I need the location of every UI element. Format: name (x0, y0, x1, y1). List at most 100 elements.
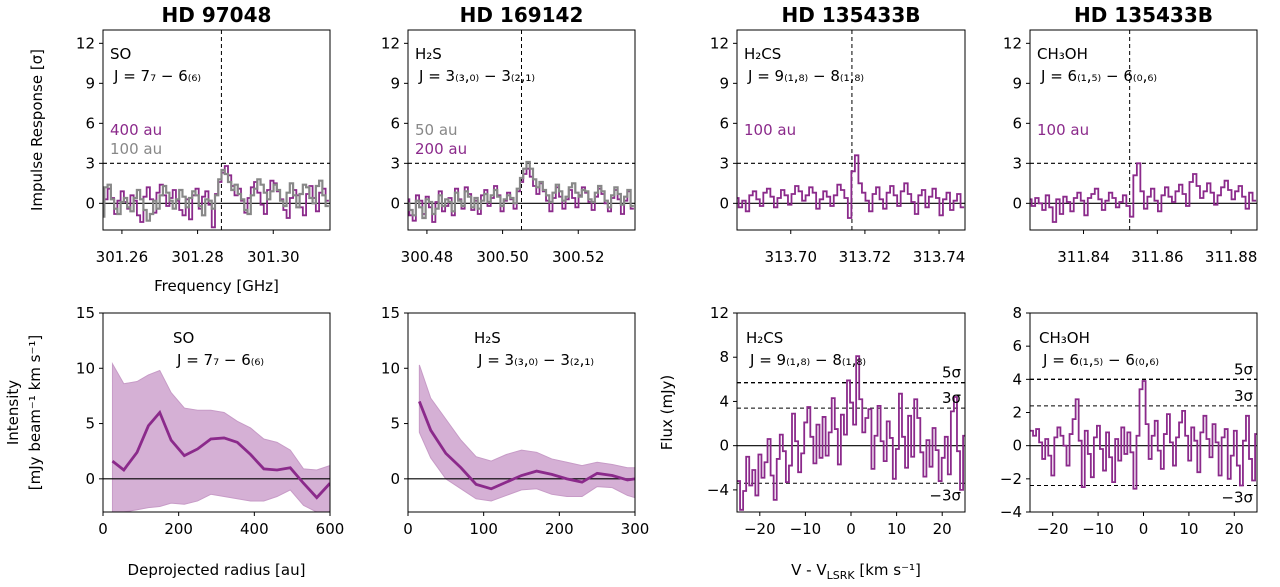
x-tick-label: 311.84 (1057, 248, 1110, 266)
y-tick-label: 0 (719, 437, 729, 455)
series-100-au (1030, 162, 1257, 223)
x-axis-label-sub: LSRK (827, 569, 856, 582)
panel-title: HD 135433B (781, 3, 920, 27)
x-tick-label: 301.28 (171, 248, 224, 266)
x-axis-label-unit: [km s⁻¹] (855, 561, 921, 579)
sigma-label: 5σ (1234, 360, 1254, 378)
molecule-label: CH₃OH (1037, 45, 1088, 63)
plot-area (103, 30, 330, 230)
x-tick-label: 20 (933, 520, 952, 538)
x-tick-label: −20 (744, 520, 776, 538)
x-tick-label: −20 (1037, 520, 1069, 538)
axes-frame (102, 312, 331, 513)
series-100-au (737, 154, 965, 219)
y-tick-label: 0 (85, 194, 95, 212)
x-tick-label: 200 (545, 520, 574, 538)
axes-frame (736, 29, 966, 231)
x-tick-label: 300 (621, 520, 650, 538)
x-tick-label: 313.72 (839, 248, 892, 266)
x-tick-label: −10 (1082, 520, 1114, 538)
x-tick-label: 10 (887, 520, 906, 538)
y-tick-label: −4 (707, 481, 729, 499)
panel-top-3: HD 135433B 0 3 6 9 12 313.70 313.72 313.74 H₂CS J … (710, 3, 966, 266)
x-tick-label: 0 (846, 520, 856, 538)
aperture-label: 100 au (744, 121, 796, 139)
x-axis-label: Deprojected radius [au] (128, 561, 306, 579)
plot-area (737, 355, 965, 511)
y-tick-label: 9 (85, 74, 95, 92)
x-tick-label: 10 (1179, 520, 1198, 538)
transition-label: J = 6₍₁,₅₎ − 6₍₀,₆₎ (1040, 67, 1157, 85)
transition-label: J = 9₍₁,₈₎ − 8₍₁,₈₎ (749, 351, 866, 369)
x-tick-label: 200 (164, 520, 193, 538)
panel-bot-1: 0 5 10 15 0 200 400 600 SO J = 7₇ − 6₍₆₎ Deproject… (4, 304, 344, 579)
y-axis-label: Flux (mJy) (658, 375, 676, 451)
panel-title: HD 169142 (460, 3, 584, 27)
y-tick-label: 15 (381, 304, 400, 322)
x-tick-label: 300.48 (401, 248, 454, 266)
axes-frame (407, 29, 636, 231)
y-tick-label: 10 (381, 359, 400, 377)
axes-frame (407, 312, 636, 513)
y-tick-label: 6 (1012, 337, 1022, 355)
x-tick-label: 300.52 (552, 248, 605, 266)
axes-frame (1029, 29, 1258, 231)
transition-label: J = 6₍₁,₅₎ − 6₍₀,₆₎ (1042, 351, 1159, 369)
y-axis-label: Intensity (4, 380, 22, 445)
y-tick-label: 10 (76, 359, 95, 377)
panel-title: HD 97048 (162, 3, 272, 27)
plot-area (103, 361, 330, 512)
transition-label: J = 7₇ − 6₍₆₎ (176, 351, 264, 369)
y-tick-label: 12 (76, 34, 95, 52)
series-400-au (103, 165, 329, 229)
transition-label: J = 3₍₃,₀₎ − 3₍₂,₁₎ (477, 351, 594, 369)
plot-area (737, 30, 965, 230)
x-tick-label: 0 (1139, 520, 1149, 538)
panel-top-1: HD 97048 0 3 6 9 12 301.26 301.28 301.30 SO J = 7₇… (28, 3, 331, 295)
y-tick-label: 6 (1012, 114, 1022, 132)
transition-label: J = 9₍₁,₈₎ − 8₍₁,₈₎ (747, 67, 864, 85)
molecule-label: H₂S (474, 329, 501, 347)
y-tick-label: 3 (719, 154, 729, 172)
series-100-au (103, 168, 329, 222)
y-tick-label: 0 (390, 194, 400, 212)
y-tick-label: 12 (381, 34, 400, 52)
x-tick-label: 400 (240, 520, 269, 538)
sigma-label: 3σ (1234, 387, 1254, 405)
sigma-label: −3σ (1221, 488, 1253, 506)
x-tick-label: 100 (469, 520, 498, 538)
x-tick-label: 301.26 (96, 248, 149, 266)
y-axis-label: Impulse Response [σ] (28, 49, 46, 211)
x-tick-label: 313.70 (765, 248, 818, 266)
x-tick-label: 0 (403, 520, 413, 538)
sigma-label: 5σ (942, 364, 962, 382)
y-tick-label: −4 (1000, 503, 1022, 521)
panel-bot-2: 0 5 10 15 0 100 200 300 H₂S J = 3₍₃,₀₎ − 3₍₂,₁₎ (381, 304, 649, 538)
molecule-label: H₂CS (744, 45, 781, 63)
y-tick-label: 9 (1012, 74, 1022, 92)
x-tick-label: 313.74 (913, 248, 966, 266)
panel-title: HD 135433B (1074, 3, 1213, 27)
y-tick-label: 0 (390, 470, 400, 488)
molecule-label: CH₃OH (1039, 329, 1090, 347)
aperture-label: 400 au (110, 121, 162, 139)
molecule-label: SO (173, 329, 194, 347)
x-axis-label-main: V - V (791, 561, 827, 579)
y-tick-label: 3 (390, 154, 400, 172)
x-tick-label: −10 (790, 520, 822, 538)
y-tick-label: 6 (85, 114, 95, 132)
series-flux (737, 355, 965, 511)
series-50-au (408, 160, 634, 220)
y-tick-label: −2 (1000, 470, 1022, 488)
y-tick-label: 12 (710, 304, 729, 322)
aperture-label: 200 au (415, 140, 467, 158)
x-tick-label: 301.30 (247, 248, 300, 266)
sigma-label: 3σ (942, 389, 962, 407)
axes-frame (102, 29, 331, 231)
plot-area (408, 30, 635, 230)
x-tick-label: 311.86 (1131, 248, 1184, 266)
plot-area (1030, 30, 1257, 230)
y-tick-label: 3 (1012, 154, 1022, 172)
x-axis-label: Frequency [GHz] (154, 277, 279, 295)
